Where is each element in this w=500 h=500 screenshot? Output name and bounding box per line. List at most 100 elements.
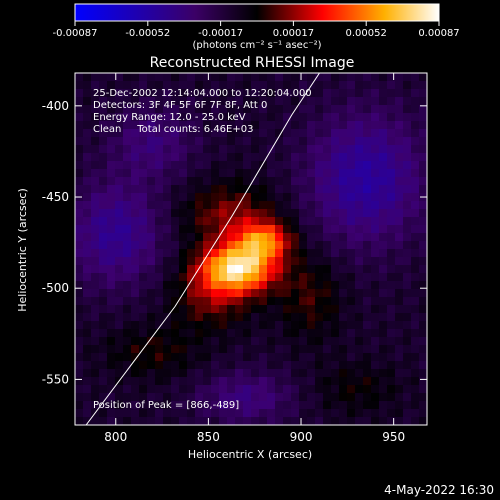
- heatmap-cell: [219, 241, 228, 250]
- heatmap-cell: [243, 233, 252, 242]
- heatmap-cell: [107, 177, 116, 186]
- heatmap-cell: [179, 105, 188, 114]
- heatmap-cell: [163, 257, 172, 266]
- heatmap-cell: [363, 369, 372, 378]
- heatmap-cell: [283, 185, 292, 194]
- heatmap-cell: [155, 217, 164, 226]
- heatmap-cell: [163, 265, 172, 274]
- heatmap-cell: [203, 81, 212, 90]
- heatmap-cell: [411, 321, 420, 330]
- heatmap-cell: [227, 129, 236, 138]
- heatmap-cell: [123, 97, 132, 106]
- heatmap-cell: [163, 233, 172, 242]
- heatmap-cell: [235, 201, 244, 210]
- heatmap-cell: [179, 169, 188, 178]
- heatmap-cell: [283, 225, 292, 234]
- heatmap-cell: [131, 409, 140, 418]
- heatmap-cell: [75, 385, 84, 394]
- heatmap-cell: [147, 377, 156, 386]
- heatmap-cell: [91, 345, 100, 354]
- heatmap-cell: [259, 289, 268, 298]
- heatmap-cell: [411, 249, 420, 258]
- heatmap-cell: [283, 329, 292, 338]
- heatmap-cell: [107, 121, 116, 130]
- heatmap-cell: [123, 105, 132, 114]
- heatmap-cell: [91, 97, 100, 106]
- heatmap-cell: [243, 185, 252, 194]
- heatmap-cell: [235, 97, 244, 106]
- heatmap-cell: [219, 185, 228, 194]
- heatmap-cell: [227, 345, 236, 354]
- heatmap-cell: [299, 137, 308, 146]
- heatmap-cell: [187, 257, 196, 266]
- heatmap-cell: [123, 129, 132, 138]
- heatmap-cell: [235, 89, 244, 98]
- heatmap-cell: [75, 161, 84, 170]
- heatmap-cell: [219, 145, 228, 154]
- heatmap-cell: [163, 225, 172, 234]
- heatmap-cell: [259, 73, 268, 82]
- heatmap-cell: [163, 185, 172, 194]
- heatmap-cell: [75, 249, 84, 258]
- heatmap-cell: [115, 257, 124, 266]
- heatmap-cell: [75, 313, 84, 322]
- heatmap-cell: [291, 273, 300, 282]
- heatmap-cell: [75, 81, 84, 90]
- heatmap-cell: [139, 73, 148, 82]
- heatmap-cell: [147, 257, 156, 266]
- heatmap-cell: [371, 313, 380, 322]
- heatmap-cell: [283, 209, 292, 218]
- heatmap-cell: [371, 377, 380, 386]
- heatmap-cell: [291, 233, 300, 242]
- heatmap-cell: [107, 409, 116, 418]
- heatmap-cell: [195, 161, 204, 170]
- heatmap-cell: [99, 169, 108, 178]
- heatmap-cell: [371, 137, 380, 146]
- heatmap-cell: [283, 353, 292, 362]
- heatmap-cell: [187, 201, 196, 210]
- heatmap-cell: [323, 81, 332, 90]
- heatmap-cell: [315, 209, 324, 218]
- heatmap-cell: [291, 185, 300, 194]
- heatmap-cell: [363, 113, 372, 122]
- heatmap-cell: [219, 233, 228, 242]
- heatmap-cell: [187, 97, 196, 106]
- heatmap-cell: [155, 129, 164, 138]
- heatmap-cell: [387, 273, 396, 282]
- heatmap-cell: [403, 241, 412, 250]
- heatmap-cell: [163, 209, 172, 218]
- heatmap-cell: [283, 401, 292, 410]
- heatmap-cell: [315, 361, 324, 370]
- heatmap-cell: [75, 273, 84, 282]
- heatmap-cell: [259, 345, 268, 354]
- heatmap-cell: [267, 121, 276, 130]
- heatmap-cell: [259, 417, 268, 426]
- heatmap-cell: [283, 393, 292, 402]
- heatmap-cell: [323, 241, 332, 250]
- heatmap-cell: [291, 281, 300, 290]
- heatmap-cell: [243, 329, 252, 338]
- heatmap-cell: [131, 257, 140, 266]
- heatmap-cell: [107, 313, 116, 322]
- heatmap-cell: [259, 145, 268, 154]
- heatmap-cell: [395, 153, 404, 162]
- heatmap-cell: [235, 313, 244, 322]
- heatmap-cell: [387, 97, 396, 106]
- heatmap-cell: [251, 233, 260, 242]
- heatmap-cell: [419, 345, 428, 354]
- heatmap-cell: [299, 289, 308, 298]
- heatmap-cell: [187, 233, 196, 242]
- heatmap-cell: [379, 345, 388, 354]
- heatmap-cell: [91, 193, 100, 202]
- heatmap-cell: [131, 337, 140, 346]
- heatmap-cell: [163, 145, 172, 154]
- heatmap-cell: [171, 321, 180, 330]
- heatmap-cell: [243, 353, 252, 362]
- heatmap-cell: [339, 409, 348, 418]
- heatmap-cell: [275, 241, 284, 250]
- heatmap-cell: [355, 105, 364, 114]
- heatmap-cell: [139, 185, 148, 194]
- heatmap-cell: [227, 409, 236, 418]
- heatmap-cell: [419, 281, 428, 290]
